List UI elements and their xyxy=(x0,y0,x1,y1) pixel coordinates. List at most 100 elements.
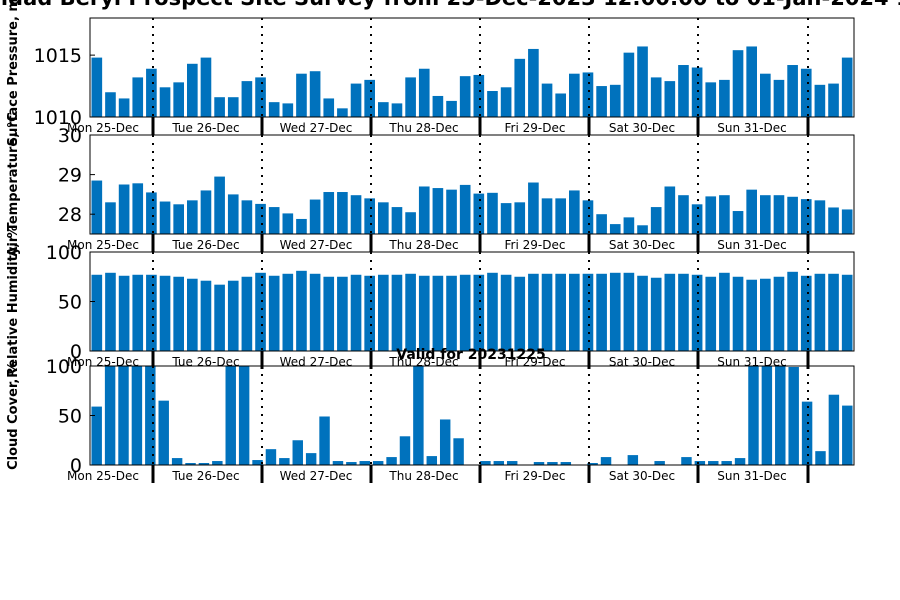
bar xyxy=(309,199,321,234)
bar xyxy=(332,461,344,465)
bar xyxy=(378,102,389,117)
bar xyxy=(555,93,566,117)
bar xyxy=(500,203,512,234)
bar xyxy=(800,68,812,117)
bar xyxy=(569,273,580,351)
bar xyxy=(664,186,676,234)
bar xyxy=(637,46,648,117)
y-tick-label: 50 xyxy=(58,292,82,314)
bar xyxy=(664,273,676,351)
y-axis-label: Surface Pressure, mb xyxy=(6,0,21,146)
bar xyxy=(514,58,526,117)
bar xyxy=(418,186,430,234)
bar xyxy=(815,451,826,465)
bar xyxy=(296,270,307,351)
bar xyxy=(171,458,183,465)
bar xyxy=(650,77,662,117)
bar xyxy=(514,276,526,351)
bar xyxy=(623,217,635,234)
bar xyxy=(801,401,813,465)
bar xyxy=(678,65,689,117)
y-tick-label: 29 xyxy=(58,165,82,187)
bar xyxy=(241,81,253,117)
bar xyxy=(487,192,498,234)
bar xyxy=(533,462,545,465)
y-tick-label: 1015 xyxy=(34,45,82,67)
bar xyxy=(800,199,812,234)
bar xyxy=(132,274,144,351)
bar xyxy=(225,366,236,465)
bar xyxy=(705,82,717,117)
bar xyxy=(309,273,321,351)
bar xyxy=(305,453,317,465)
bar xyxy=(708,461,719,465)
bar xyxy=(173,276,184,351)
bar xyxy=(773,195,785,234)
bar xyxy=(255,77,266,117)
bar xyxy=(323,276,335,351)
bar xyxy=(787,65,798,117)
bar xyxy=(432,275,444,351)
bar xyxy=(386,457,397,465)
day-tick-label: Wed 27-Dec xyxy=(280,355,353,369)
bar xyxy=(131,366,143,465)
y-tick-label: 1010 xyxy=(34,107,82,129)
y-tick-label: 28 xyxy=(58,204,82,226)
bar xyxy=(721,461,732,465)
bar xyxy=(596,214,607,234)
bar xyxy=(760,195,771,234)
day-tick-label: Sat 30-Dec xyxy=(609,469,675,483)
bar xyxy=(828,394,840,465)
day-tick-label: Sun 31-Dec xyxy=(717,121,786,135)
bar xyxy=(828,83,839,117)
bar xyxy=(145,366,156,465)
bar xyxy=(506,461,518,465)
bar xyxy=(146,68,157,117)
bar xyxy=(391,103,403,117)
bar xyxy=(118,184,130,234)
bar xyxy=(719,195,730,234)
day-tick-label: Mon 25-Dec xyxy=(67,238,139,252)
bar xyxy=(487,272,498,351)
bar xyxy=(187,200,198,234)
bar xyxy=(841,57,853,117)
bar xyxy=(600,457,612,465)
bar xyxy=(323,98,335,117)
bar xyxy=(487,91,498,117)
bar xyxy=(378,202,389,234)
bar xyxy=(650,277,662,351)
bar xyxy=(732,211,744,234)
bar xyxy=(359,461,370,465)
bar xyxy=(159,87,171,117)
bar xyxy=(413,366,424,465)
bar xyxy=(555,273,566,351)
bar xyxy=(391,207,403,234)
bar xyxy=(732,276,744,351)
bar xyxy=(391,274,403,351)
bar xyxy=(453,438,464,465)
bar xyxy=(159,201,171,234)
bar xyxy=(405,77,416,117)
bar xyxy=(828,273,839,351)
bar xyxy=(185,463,196,465)
bar xyxy=(748,366,759,465)
bar xyxy=(214,176,225,234)
bar xyxy=(650,207,662,234)
bar xyxy=(364,275,375,351)
bar xyxy=(105,92,116,117)
y-tick-label: 100 xyxy=(46,242,82,264)
day-tick-label: Sun 31-Dec xyxy=(717,469,786,483)
bar xyxy=(364,79,375,118)
bar xyxy=(418,275,430,351)
bar xyxy=(432,188,444,234)
bar xyxy=(350,195,362,234)
bar xyxy=(446,100,457,117)
bar xyxy=(637,275,648,351)
bar xyxy=(146,192,157,234)
bar xyxy=(323,192,335,234)
y-tick-label: 50 xyxy=(58,406,82,428)
valid-for-label: Valid for 20231225 xyxy=(396,347,545,363)
bar xyxy=(528,182,539,234)
